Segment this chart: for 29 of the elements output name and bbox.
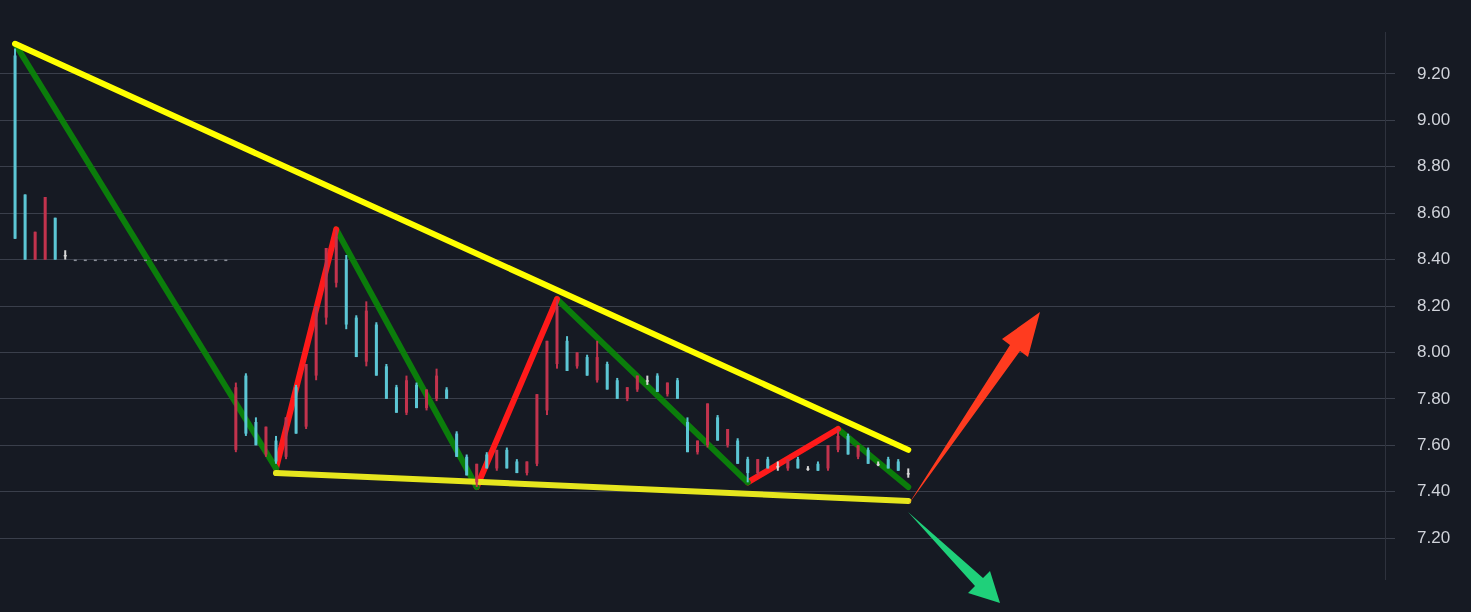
- y-tick-label: 7.80: [1417, 388, 1451, 408]
- candlestick: [736, 437, 740, 465]
- y-tick-label: 7.40: [1417, 481, 1451, 501]
- y-tick-label: 8.60: [1417, 202, 1451, 222]
- candlestick: [655, 372, 659, 393]
- y-tick-label: 8.20: [1417, 295, 1451, 315]
- candlestick: [585, 353, 589, 377]
- y-tick-label: 7.60: [1417, 434, 1451, 454]
- candlestick: [746, 455, 750, 484]
- y-tick-label: 9.00: [1417, 110, 1451, 130]
- candlestick: [435, 367, 439, 403]
- candlestick: [274, 434, 278, 465]
- candlestick: [615, 376, 619, 400]
- candlestick: [595, 339, 599, 384]
- candlestick: [675, 376, 679, 400]
- candlestick: [415, 381, 418, 410]
- candlestick: [455, 430, 459, 458]
- y-tick-label: 9.20: [1417, 63, 1451, 83]
- candlestick: [836, 427, 840, 454]
- y-tick-label: 7.20: [1417, 527, 1451, 547]
- candlestick: [716, 414, 720, 442]
- candlestick: [846, 432, 850, 456]
- y-tick-label: 8.80: [1417, 156, 1451, 176]
- y-tick-label: 8.40: [1417, 249, 1451, 269]
- candlestick: [826, 444, 830, 472]
- candlestick: [254, 416, 258, 447]
- candlestick: [685, 416, 689, 454]
- candlestick: [696, 439, 700, 456]
- y-tick-label: 8.00: [1417, 342, 1451, 362]
